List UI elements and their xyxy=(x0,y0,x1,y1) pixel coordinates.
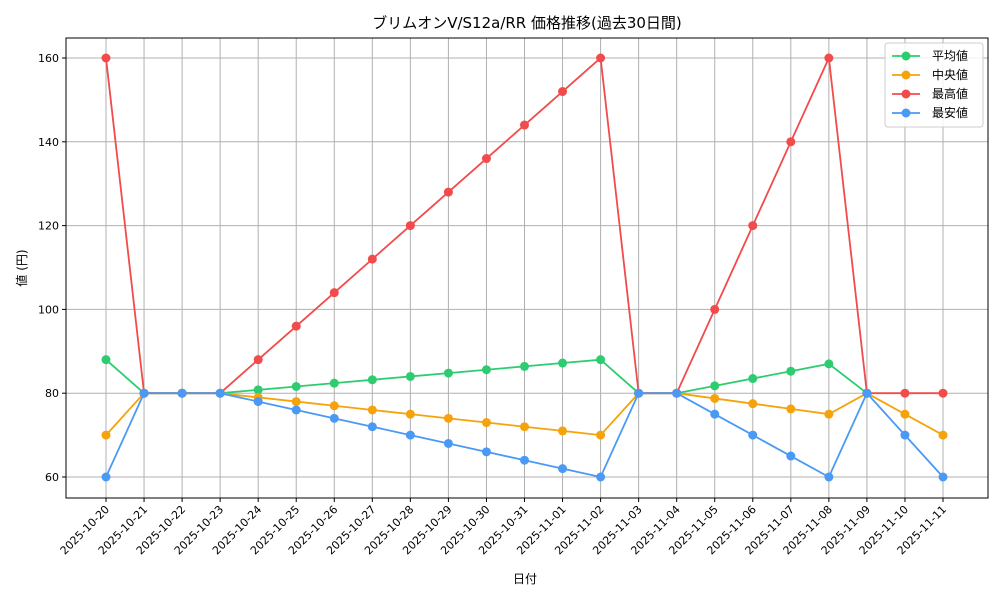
legend-label: 最高値 xyxy=(932,86,968,101)
data-point xyxy=(367,254,377,264)
y-tick-label: 160 xyxy=(38,52,59,65)
data-point xyxy=(748,221,758,231)
x-axis-label: 日付 xyxy=(513,572,537,586)
data-point xyxy=(748,430,758,440)
data-point xyxy=(862,388,872,398)
plot-frame xyxy=(65,37,989,499)
data-point xyxy=(634,388,644,398)
data-point xyxy=(139,388,149,398)
data-point xyxy=(253,355,263,365)
data-point xyxy=(938,472,948,482)
data-point xyxy=(329,401,339,411)
data-point xyxy=(443,413,453,423)
series-lines xyxy=(101,53,948,482)
data-point xyxy=(824,409,834,419)
data-point xyxy=(558,426,568,436)
data-point xyxy=(405,409,415,419)
data-point xyxy=(596,53,606,63)
data-point xyxy=(253,385,263,395)
data-point xyxy=(710,393,720,403)
data-point xyxy=(672,388,682,398)
data-point xyxy=(558,87,568,97)
data-point xyxy=(215,388,225,398)
y-tick-label: 100 xyxy=(38,303,59,316)
data-point xyxy=(824,472,834,482)
data-point xyxy=(481,365,491,375)
data-point xyxy=(824,359,834,369)
data-point xyxy=(481,447,491,457)
data-point xyxy=(367,405,377,415)
y-tick-label: 120 xyxy=(38,220,59,233)
y-tick-label: 140 xyxy=(38,136,59,149)
data-point xyxy=(710,409,720,419)
data-point xyxy=(329,288,339,298)
data-point xyxy=(481,418,491,428)
data-point xyxy=(786,366,796,376)
data-point xyxy=(291,321,301,331)
legend-marker xyxy=(901,89,911,99)
data-point xyxy=(101,430,111,440)
data-point xyxy=(253,397,263,407)
grid-lines xyxy=(66,38,988,498)
data-point xyxy=(405,430,415,440)
y-tick-label: 60 xyxy=(45,471,59,484)
data-point xyxy=(520,455,529,465)
data-point xyxy=(786,404,796,414)
data-point xyxy=(520,120,529,130)
data-point xyxy=(710,304,720,314)
data-point xyxy=(329,413,339,423)
data-point xyxy=(558,358,568,368)
y-axis-label: 値 (円) xyxy=(14,249,29,286)
data-point xyxy=(786,137,796,147)
data-point xyxy=(710,381,720,391)
data-point xyxy=(291,397,301,407)
data-point xyxy=(748,374,758,384)
legend-marker xyxy=(901,51,911,61)
data-point xyxy=(101,355,111,365)
data-point xyxy=(291,381,301,391)
data-point xyxy=(367,375,377,385)
data-point xyxy=(329,378,339,388)
y-tick-label: 80 xyxy=(45,387,59,400)
data-point xyxy=(101,472,111,482)
y-axis-ticks: 60 80 100 120 140 160 xyxy=(38,52,66,484)
chart-title: ブリムオンV/S12a/RR 価格推移(過去30日間) xyxy=(372,14,682,32)
legend-label: 中央値 xyxy=(932,67,968,82)
data-point xyxy=(291,405,301,415)
data-point xyxy=(900,388,910,398)
legend-label: 最安値 xyxy=(932,105,968,120)
data-point xyxy=(177,388,187,398)
data-point xyxy=(443,187,453,197)
legend-label: 平均値 xyxy=(932,48,968,63)
data-point xyxy=(367,422,377,432)
data-point xyxy=(596,355,606,365)
data-point xyxy=(443,368,453,378)
data-point xyxy=(405,221,415,231)
data-point xyxy=(938,388,948,398)
data-point xyxy=(405,371,415,381)
data-point xyxy=(596,472,606,482)
data-point xyxy=(520,422,529,432)
legend-box xyxy=(884,42,984,128)
data-point xyxy=(824,53,834,63)
data-point xyxy=(938,430,948,440)
data-point xyxy=(900,409,910,419)
legend-marker xyxy=(901,108,911,118)
data-point xyxy=(520,361,529,371)
x-axis-ticks: 2025-10-202025-10-212025-10-222025-10-23… xyxy=(58,498,949,557)
data-point xyxy=(786,451,796,461)
legend-marker xyxy=(901,70,911,80)
data-point xyxy=(443,438,453,448)
data-point xyxy=(596,430,606,440)
data-point xyxy=(900,430,910,440)
data-point xyxy=(748,399,758,409)
data-point xyxy=(481,154,491,164)
data-point xyxy=(558,464,568,474)
data-point xyxy=(101,53,111,63)
